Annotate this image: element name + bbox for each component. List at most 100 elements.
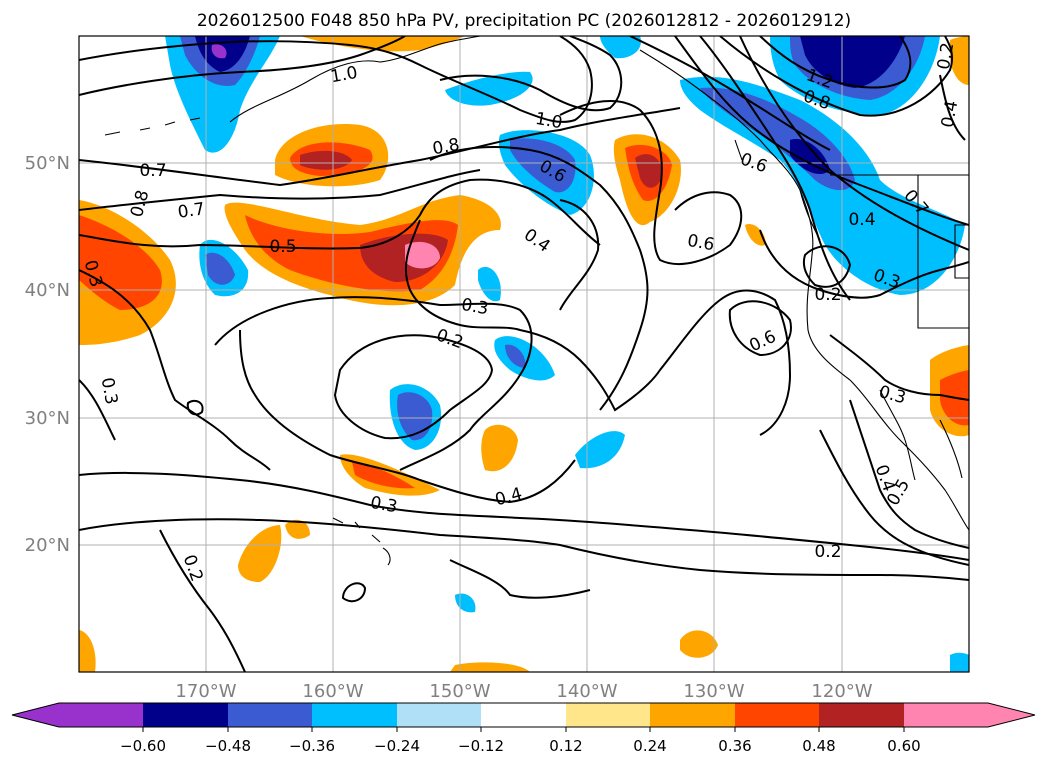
pv-contours: [79, 36, 969, 672]
figure-title: 2026012500 F048 850 hPa PV, precipitatio…: [197, 11, 851, 31]
contour-label: 1.0: [329, 63, 359, 87]
contour-label: 0.3: [460, 295, 490, 319]
pv-contour: [439, 36, 623, 112]
pv-contour: [239, 329, 576, 504]
lon-labels: 170°W 160°W 150°W 140°W 130°W 120°W: [175, 681, 872, 702]
precip-negative-patch: [397, 392, 433, 441]
colorbar-tick-label: 0.36: [718, 737, 751, 755]
precip-positive-patch: [635, 154, 663, 188]
pv-contour: [759, 229, 969, 299]
colorbar-segment: [650, 703, 735, 727]
colorbar-segment: [481, 703, 566, 727]
pv-contour: [159, 529, 246, 672]
contour-label: 0.3: [97, 376, 121, 406]
coastline-alaska-panhandle: [639, 49, 821, 241]
contour-label: 0.7: [139, 161, 166, 181]
pv-contour: [79, 178, 601, 250]
pv-contour: [79, 379, 116, 441]
precip-negative-patch: [505, 344, 526, 368]
lon-label: 160°W: [302, 681, 363, 702]
colorbar-tick-label: −0.48: [205, 737, 251, 755]
pv-contour: [79, 269, 271, 471]
pv-contour: [429, 146, 649, 411]
contour-label: 0.3: [369, 493, 399, 517]
pv-contour: [79, 471, 969, 561]
pv-contour: [333, 334, 494, 440]
precip-positive-patch: [352, 462, 415, 489]
pv-contour: [341, 582, 367, 603]
map-frame: [78, 35, 970, 673]
pv-contour: [728, 300, 792, 357]
precip-negative-patch: [790, 139, 830, 175]
lat-label: 20°N: [25, 535, 70, 556]
colorbar-tick-label: −0.12: [458, 737, 504, 755]
pv-contour: [719, 36, 954, 117]
pv-contour: [699, 36, 851, 301]
gridlines: [79, 36, 969, 672]
pv-contour: [559, 99, 743, 265]
colorbar-segment: [312, 703, 397, 727]
precip-negative-patch: [950, 652, 969, 672]
precip-positive-patch: [285, 519, 310, 539]
map-content: 1.0 1.0 1.2 0.8 0.7 0.8 0.7 0.8 0.6 0.6 …: [79, 36, 969, 672]
coastline-hawaii: [332, 517, 391, 566]
lat-labels: 50°N 40°N 30°N 20°N: [25, 153, 70, 556]
colorbar-ticks: [142, 727, 905, 732]
pv-contour: [759, 36, 912, 89]
precip-positive-patch: [238, 525, 282, 582]
colorbar-tick-label: 0.24: [633, 737, 666, 755]
coastline-baja: [879, 389, 916, 481]
precip-positive-patch: [481, 424, 518, 472]
colorbar-segment: [228, 703, 312, 727]
colorbar-extend-low: [12, 703, 143, 727]
lat-label: 30°N: [25, 408, 70, 429]
precip-negative-patch: [800, 36, 905, 88]
pv-contour: [79, 36, 593, 123]
colorbar-tick-label: 0.12: [549, 737, 582, 755]
lon-label: 150°W: [429, 681, 490, 702]
pv-contour: [79, 518, 969, 581]
pv-contour: [849, 399, 969, 549]
precip-positive-patch: [950, 36, 969, 85]
lon-label: 170°W: [175, 681, 236, 702]
coastline-pacific-northwest: [799, 189, 851, 381]
lon-label: 120°W: [811, 681, 872, 702]
contour-label: 0.4: [938, 99, 962, 129]
coastline-haida-gwaii: [734, 139, 743, 161]
precip-negative-patch: [205, 252, 235, 285]
pv-contour: [819, 429, 969, 566]
colorbar: −0.60 −0.48 −0.36 −0.24 −0.12 0.12 0.24 …: [11, 702, 1036, 755]
pv-contour: [79, 107, 681, 187]
precip-negative-patch: [211, 44, 227, 59]
coastline-aleutians: [104, 117, 201, 136]
contour-label: 0.7: [177, 199, 207, 223]
colorbar-segment: [397, 703, 481, 727]
coastline-gulf-california: [939, 419, 963, 479]
pv-contour: [939, 74, 966, 141]
contour-label: 0.4: [848, 210, 875, 230]
pv-contour: [449, 559, 591, 599]
pv-contour: [629, 36, 831, 151]
colorbar-extend-high: [904, 703, 1035, 727]
precip-positive-patch: [405, 241, 440, 269]
colorbar-segment: [819, 703, 904, 727]
colorbar-tick-label: −0.24: [374, 737, 420, 755]
contour-label: 0.2: [934, 41, 958, 71]
coastline-california: [849, 379, 969, 531]
precip-positive-patch: [450, 662, 530, 672]
colorbar-tick-label: 0.60: [887, 737, 920, 755]
colorbar-segment: [735, 703, 819, 727]
pv-contour: [739, 36, 969, 251]
border-state-line: [954, 224, 969, 279]
precip-negative-patch: [478, 266, 501, 302]
pv-contour: [186, 399, 204, 416]
precip-positive-patch: [79, 630, 96, 672]
precip-positive-patch: [300, 36, 465, 52]
colorbar-outline: [11, 702, 1036, 728]
colorbar-tick-label: −0.36: [289, 737, 335, 755]
contour-label: 1.0: [534, 109, 564, 133]
colorbar-tick-label: 0.48: [802, 737, 835, 755]
pv-contour: [79, 169, 481, 211]
contour-label: 0.5: [269, 237, 296, 257]
